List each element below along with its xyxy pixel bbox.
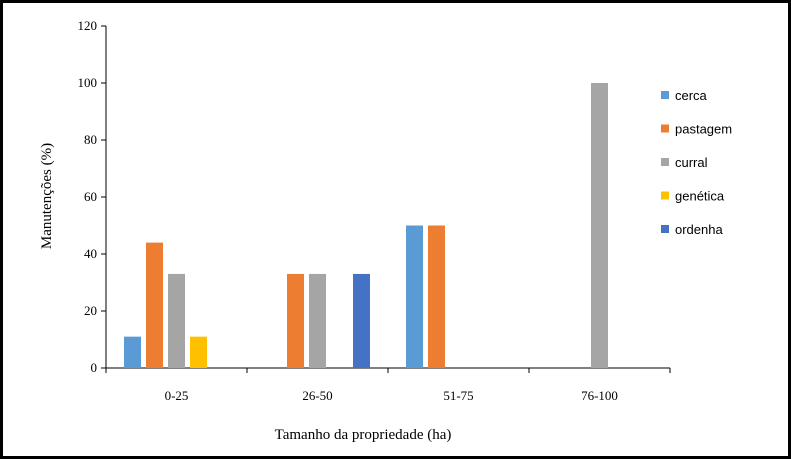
y-tick-label: 100 xyxy=(78,75,98,90)
x-tick-labels: 0-25 26-50 51-75 76-100 xyxy=(165,388,618,403)
y-tick-labels: 0 20 40 60 80 100 120 xyxy=(78,18,98,375)
y-tick-label: 60 xyxy=(84,189,97,204)
legend-swatch-pastagem xyxy=(661,124,669,133)
x-axis-title: Tamanho da propriedade (ha) xyxy=(275,427,452,443)
bar-cerca-51-75 xyxy=(406,225,423,368)
bar-ordenha-26-50 xyxy=(353,273,370,368)
bar-pastagem-0-25 xyxy=(146,242,163,368)
legend-label-curral: curral xyxy=(675,155,708,170)
x-tick-label: 0-25 xyxy=(165,388,189,403)
axes xyxy=(101,25,671,373)
legend-swatch-curral xyxy=(661,158,669,166)
legend-swatch-genética xyxy=(661,191,669,200)
y-tick-label: 40 xyxy=(84,246,97,261)
bar-chart: 0-25 26-50 51-75 76-100 0 20 40 60 80 100 120 Tam… xyxy=(39,18,732,443)
bar-curral-76-100 xyxy=(591,83,608,368)
x-tick-label: 51-75 xyxy=(443,388,473,403)
bar-pastagem-26-50 xyxy=(287,273,304,368)
legend-label-ordenha: ordenha xyxy=(675,222,723,237)
bar-curral-26-50 xyxy=(309,273,326,368)
y-tick-label: 0 xyxy=(91,360,98,375)
x-tick-label: 76-100 xyxy=(581,388,618,403)
y-tick-label: 80 xyxy=(84,132,97,147)
legend-swatch-ordenha xyxy=(661,225,669,233)
y-axis-title: Manutenções (%) xyxy=(39,143,55,249)
bar-cerca-0-25 xyxy=(124,336,141,368)
bar-genética-0-25 xyxy=(190,336,207,368)
x-tick-label: 26-50 xyxy=(302,388,332,403)
bar-curral-0-25 xyxy=(168,273,185,368)
bar-pastagem-51-75 xyxy=(428,225,445,368)
legend-label-genética: genética xyxy=(675,189,725,204)
y-tick-label: 20 xyxy=(84,303,97,318)
bars xyxy=(124,83,608,368)
legend-label-cerca: cerca xyxy=(675,88,708,103)
y-tick-label: 120 xyxy=(78,18,98,33)
legend: cerca pastagem curral genética ordenha xyxy=(661,88,732,237)
legend-swatch-cerca xyxy=(661,91,669,99)
legend-label-pastagem: pastagem xyxy=(675,122,732,137)
